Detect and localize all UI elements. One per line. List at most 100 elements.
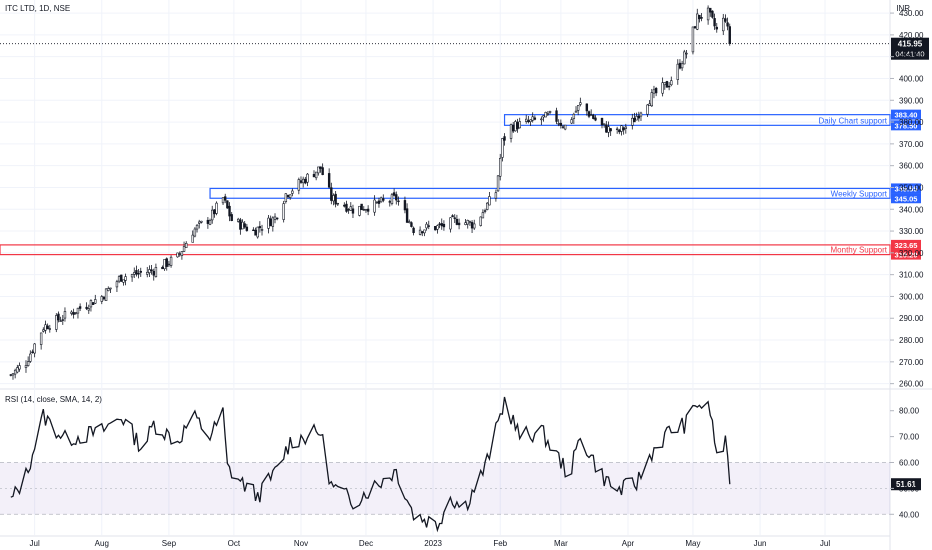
candle-body bbox=[163, 259, 166, 270]
candle-body bbox=[297, 179, 301, 191]
candle-body bbox=[46, 325, 49, 330]
candle-body bbox=[680, 63, 684, 69]
candle-body bbox=[544, 112, 547, 118]
price-tick-label: 390.00 bbox=[899, 96, 924, 105]
support-zone bbox=[0, 244, 891, 256]
candle-body bbox=[191, 234, 194, 243]
candle-body bbox=[31, 351, 34, 353]
axes: 260.00 270.00 280.00 290.00 300.00 310.00 320.… bbox=[30, 9, 924, 548]
rsi-tick-label: 70.00 bbox=[899, 433, 920, 442]
candle-body bbox=[724, 18, 727, 22]
candle-body bbox=[321, 167, 324, 176]
candle-body bbox=[700, 17, 703, 19]
candle-body bbox=[89, 300, 93, 308]
price-tick-label: 260.00 bbox=[899, 380, 924, 389]
candle-body bbox=[334, 193, 337, 205]
candle-body bbox=[451, 215, 454, 218]
candle-body bbox=[91, 302, 95, 305]
candle-body bbox=[358, 205, 361, 216]
candle-body bbox=[61, 319, 64, 321]
candle-body bbox=[74, 312, 77, 314]
chart-title: ITC LTD, 1D, NSE bbox=[5, 4, 71, 13]
candle-body bbox=[572, 113, 576, 119]
candle-body bbox=[332, 195, 335, 202]
candle-body bbox=[481, 212, 485, 219]
last-price-countdown: 04:41:40 bbox=[895, 50, 924, 59]
candle-body bbox=[650, 92, 654, 107]
candle-body bbox=[685, 52, 688, 55]
candle-body bbox=[351, 208, 355, 214]
candle-body bbox=[395, 194, 398, 201]
support-zone-label: Monthy Support bbox=[831, 246, 888, 255]
candle-body bbox=[540, 118, 543, 121]
support-zone-label: Weekly Support bbox=[831, 189, 888, 198]
candle-body bbox=[109, 287, 112, 290]
candle-body bbox=[624, 126, 628, 129]
candle-body bbox=[301, 178, 305, 184]
candle-body bbox=[453, 217, 456, 219]
level-price-label: 383.40 bbox=[895, 111, 918, 120]
candle-body bbox=[665, 81, 669, 88]
candle-body bbox=[648, 103, 651, 106]
candle-body bbox=[410, 222, 413, 227]
candle-body bbox=[122, 279, 125, 283]
candle-body bbox=[379, 197, 383, 203]
candle-body bbox=[230, 214, 233, 222]
rsi-value-tag bbox=[891, 478, 921, 491]
candle-body bbox=[366, 208, 370, 212]
candle-body bbox=[696, 13, 699, 30]
price-tick-label: 270.00 bbox=[899, 358, 924, 367]
candle-body bbox=[213, 209, 216, 215]
candle-body bbox=[698, 14, 701, 20]
candle-body bbox=[561, 126, 565, 128]
candle-body bbox=[501, 138, 504, 158]
candle-body bbox=[347, 209, 350, 211]
candle-body bbox=[286, 194, 290, 198]
rsi-tick-label: 50.00 bbox=[899, 484, 920, 493]
candle-body bbox=[165, 258, 168, 267]
candle-body bbox=[516, 122, 519, 130]
candle-body bbox=[574, 110, 578, 113]
candle-body bbox=[275, 217, 279, 220]
candle-body bbox=[542, 115, 545, 118]
price-tick-label: 380.00 bbox=[899, 118, 924, 127]
candle-body bbox=[722, 17, 725, 32]
candle-body bbox=[620, 125, 623, 132]
candle-body bbox=[306, 173, 309, 183]
level-price-tag bbox=[891, 109, 921, 120]
level-price-tag bbox=[891, 193, 921, 204]
price-tick-label: 370.00 bbox=[899, 140, 924, 149]
candle-body bbox=[314, 171, 318, 179]
level-price-label: 345.05 bbox=[895, 194, 918, 203]
candle-body bbox=[527, 120, 530, 123]
candle-body bbox=[455, 218, 459, 225]
candle-body bbox=[288, 194, 292, 198]
time-tick-label: Oct bbox=[228, 539, 241, 548]
candle-body bbox=[282, 203, 285, 220]
candle-body bbox=[260, 229, 264, 231]
candle-body bbox=[243, 223, 246, 228]
candle-body bbox=[124, 276, 127, 281]
candle-body bbox=[161, 266, 164, 270]
candle-body bbox=[652, 89, 656, 94]
candle-body bbox=[345, 203, 348, 212]
time-tick-label: Jun bbox=[754, 539, 767, 548]
candle-body bbox=[39, 332, 43, 345]
candle-body bbox=[254, 229, 257, 236]
candle-body bbox=[639, 112, 643, 117]
candle-body bbox=[466, 220, 469, 225]
candle-body bbox=[470, 222, 474, 229]
price-tick-label: 400.00 bbox=[899, 74, 924, 83]
candle-body bbox=[436, 225, 439, 230]
candle-body bbox=[631, 117, 634, 126]
price-tick-label: 280.00 bbox=[899, 336, 924, 345]
candle-body bbox=[473, 223, 476, 229]
candle-body bbox=[269, 218, 272, 227]
candle-body bbox=[576, 105, 580, 111]
candle-body bbox=[442, 223, 446, 228]
candle-body bbox=[178, 253, 181, 255]
candle-body bbox=[607, 126, 610, 133]
candle-body bbox=[403, 200, 407, 211]
candle-body bbox=[663, 82, 666, 86]
